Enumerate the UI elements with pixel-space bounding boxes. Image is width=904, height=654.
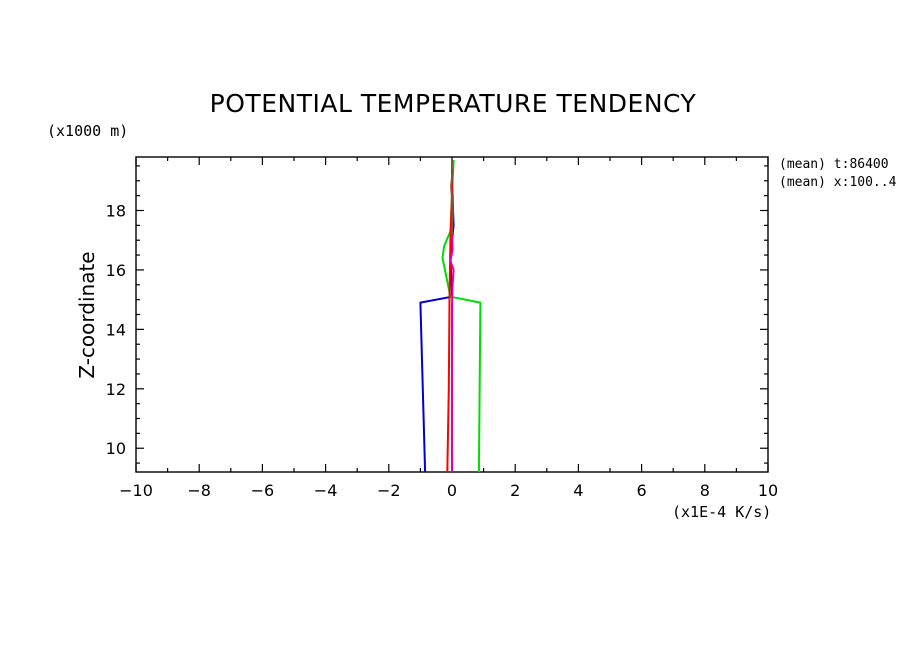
y-tick-label: 10 [106,439,126,458]
x-tick-label: 0 [447,481,457,500]
y-tick-label: 14 [106,320,126,339]
x-tick-label: 8 [700,481,710,500]
annotation-x-mean: (mean) x:100..4 [779,175,897,190]
annotation-time-mean: (mean) t:86400 [779,157,889,172]
x-axis-label: (x1E-4 K/s) [672,503,771,521]
y-tick-label: 16 [106,261,126,280]
y-axis-label: Z-coordinate [75,251,99,378]
x-tick-label: 6 [637,481,647,500]
x-tick-label: −4 [314,481,338,500]
x-tick-label: −10 [119,481,153,500]
chart-title: POTENTIAL TEMPERATURE TENDENCY [210,89,697,118]
x-tick-label: 4 [573,481,583,500]
x-tick-label: −6 [251,481,275,500]
series-line-5 [450,159,454,235]
x-tick-label: −2 [377,481,401,500]
series-line-4 [449,234,455,472]
y-unit-label: (x1000 m) [47,122,128,140]
y-tick-label: 12 [106,380,126,399]
y-tick-label: 18 [106,201,126,220]
x-tick-label: −8 [187,481,211,500]
x-tick-label: 10 [758,481,778,500]
plot-area: −10 −8 −6 −4 −2 0 2 4 6 8 10 10 12 14 16 18 [106,156,778,500]
x-tick-label: 2 [510,481,520,500]
